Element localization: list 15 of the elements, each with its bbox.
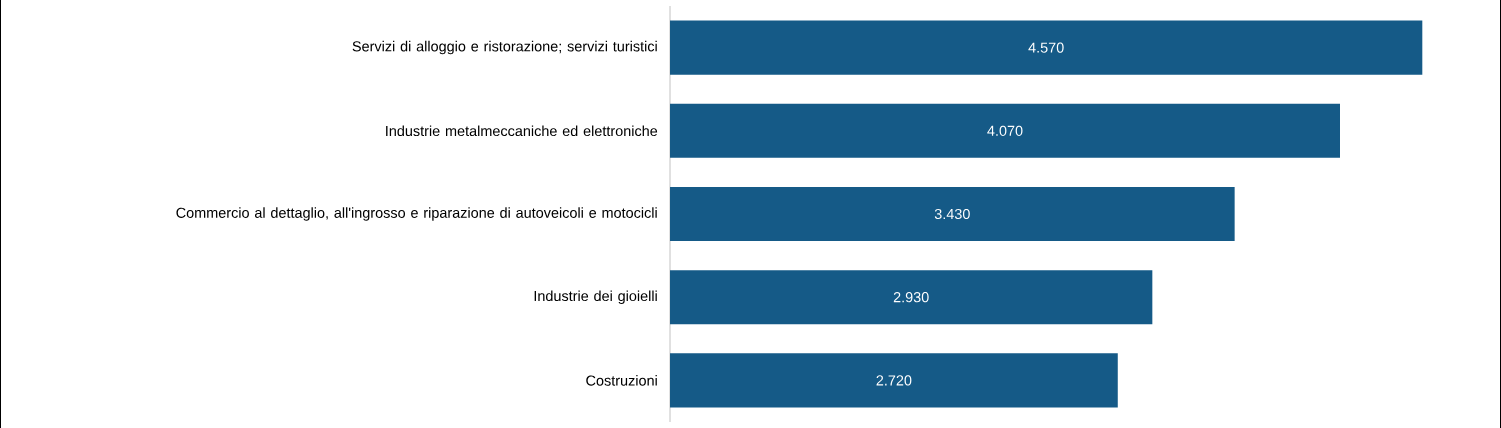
data-label: 2.930 xyxy=(893,292,929,303)
data-label: 3.430 xyxy=(934,208,970,220)
bar xyxy=(670,103,1340,158)
y-tick-label: Commercio al dettaglio, all'ingrosso e riparazione di autoveicoli e motocicli xyxy=(176,207,657,221)
y-tick-label: Industrie metalmeccaniche ed elettroniche xyxy=(386,125,658,137)
y-tick-label: Costruzioni xyxy=(586,375,657,386)
data-label: 4.570 xyxy=(1028,42,1064,53)
bar xyxy=(670,270,1153,325)
bar xyxy=(670,353,1118,408)
bar xyxy=(670,186,1235,242)
y-tick-label: Servizi di alloggio e ristorazione; servizi turistici xyxy=(352,40,657,55)
data-label: 4.070 xyxy=(987,125,1023,136)
data-label: 2.720 xyxy=(876,375,912,386)
y-tick-label: Industrie dei gioielli xyxy=(534,290,657,304)
bar xyxy=(670,20,1423,75)
